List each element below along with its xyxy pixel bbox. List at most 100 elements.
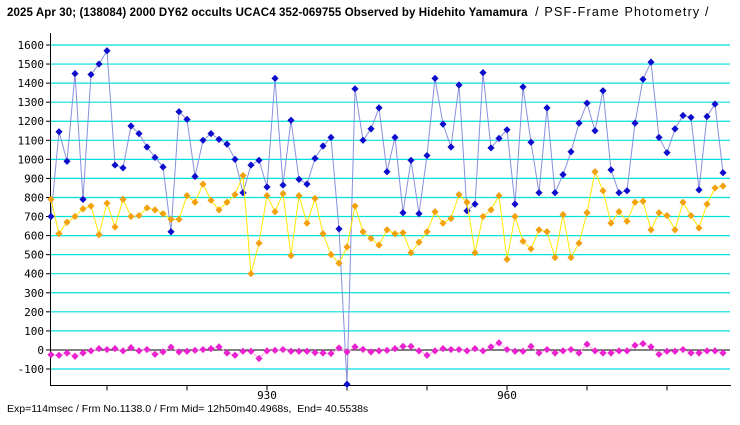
series-orange-point [439, 219, 447, 227]
series-orange-point [503, 255, 511, 264]
series-magenta-point [695, 349, 703, 357]
series-blue-point [71, 69, 79, 78]
series-orange-point [495, 191, 503, 200]
series-orange-point [671, 226, 679, 234]
series-blue-point [103, 47, 111, 55]
series-magenta-point [167, 343, 175, 351]
series-magenta-point [95, 345, 103, 353]
series-orange-point [623, 217, 631, 225]
series-blue-point [511, 200, 519, 208]
series-blue-point [519, 83, 527, 91]
series-magenta-point [527, 342, 535, 350]
y-tick-label: -100 [18, 363, 45, 376]
series-blue-point [159, 163, 167, 171]
series-blue-point [607, 166, 615, 174]
series-orange-point [71, 212, 79, 221]
series-magenta-point [567, 345, 575, 354]
series-orange-point [271, 208, 279, 216]
series-blue-point [391, 133, 399, 142]
series-magenta-point [519, 347, 527, 355]
series-magenta-point [399, 342, 407, 350]
series-magenta-point [87, 347, 95, 355]
series-orange-point [327, 251, 335, 259]
series-magenta-point [287, 347, 295, 355]
series-orange-point [207, 196, 215, 204]
series-magenta-point [215, 343, 223, 351]
series-orange-point [655, 209, 663, 217]
series-magenta-point [471, 345, 479, 353]
series-blue-point [111, 161, 119, 169]
series-orange-point [287, 252, 295, 260]
series-blue-point [647, 58, 655, 66]
series-blue-point [207, 130, 215, 138]
series-magenta-point [703, 347, 711, 355]
series-orange-point [135, 211, 143, 220]
series-magenta-point [183, 347, 191, 355]
series-blue-point [327, 133, 335, 142]
series-orange-point [639, 197, 647, 205]
series-blue-point [239, 189, 247, 197]
series-magenta-point [191, 346, 199, 354]
series-magenta-point [295, 347, 303, 355]
series-magenta-point [79, 349, 87, 357]
series-magenta-point [303, 347, 311, 355]
series-orange-point [55, 230, 63, 238]
series-blue-point [287, 116, 295, 124]
series-blue-point [487, 144, 495, 152]
series-magenta-point [511, 347, 519, 355]
series-blue-point [439, 120, 447, 128]
series-magenta-point [383, 346, 391, 354]
series-blue-point [63, 157, 71, 165]
series-blue-point [575, 119, 583, 127]
y-tick-label: 1300 [18, 96, 45, 109]
series-orange-point [711, 184, 719, 192]
series-orange-point [191, 198, 199, 206]
series-magenta-point [263, 347, 271, 355]
series-blue-point [703, 112, 711, 121]
series-magenta-point [623, 347, 631, 355]
series-blue-point [343, 380, 351, 388]
series-blue-point [399, 209, 407, 217]
series-orange-point [391, 230, 399, 238]
series-blue-point [119, 164, 127, 172]
series-blue-point [615, 189, 623, 197]
series-orange-point [399, 229, 407, 237]
series-orange-point [679, 198, 687, 206]
x-tick-label: 930 [257, 389, 277, 402]
series-blue-point [559, 171, 567, 179]
series-blue-point [215, 135, 223, 143]
series-blue-point [167, 228, 175, 236]
series-magenta-point [319, 349, 327, 357]
x-tick-label: 960 [497, 389, 517, 402]
series-blue-point [631, 119, 639, 127]
chart-title-suffix: / PSF-Frame Photometry / [535, 5, 710, 19]
series-blue-point [415, 210, 423, 218]
series-magenta-point [143, 345, 151, 354]
series-blue-point [175, 108, 183, 116]
series-blue-point [591, 127, 599, 135]
series-blue-point [423, 151, 431, 160]
series-blue-point [495, 134, 503, 142]
series-orange-point [535, 226, 543, 234]
series-magenta-point [615, 347, 623, 355]
series-blue-line [50, 50, 724, 385]
series-magenta-point [671, 347, 679, 355]
series-magenta-point [231, 351, 239, 359]
series-blue-point [527, 138, 535, 146]
series-blue-point [623, 187, 631, 195]
series-magenta-point [543, 345, 551, 354]
series-magenta-point [71, 352, 79, 360]
series-orange-point [471, 249, 479, 257]
y-tick-label: 1600 [18, 39, 45, 52]
series-orange-point [335, 259, 343, 267]
series-orange-point [487, 206, 495, 214]
series-orange-point [527, 245, 535, 253]
series-orange-point [647, 226, 655, 234]
series-magenta-point [583, 340, 591, 348]
y-tick-label: 800 [24, 191, 44, 204]
series-blue-point [295, 175, 303, 183]
series-orange-point [383, 226, 391, 234]
series-blue-point [223, 140, 231, 148]
series-blue-point [671, 125, 679, 133]
series-blue-point [191, 172, 199, 181]
